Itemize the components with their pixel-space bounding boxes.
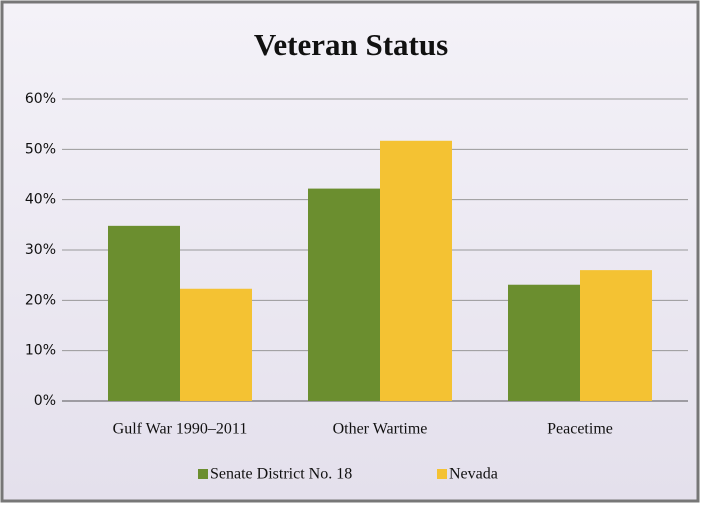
bar: [580, 270, 652, 401]
y-tick-label: 20%: [25, 292, 56, 308]
legend-label: Nevada: [449, 466, 498, 483]
bar: [508, 284, 580, 401]
y-tick-label: 40%: [25, 192, 56, 208]
bar: [308, 188, 380, 401]
x-tick-label: Peacetime: [547, 421, 613, 438]
y-tick-label: 0%: [34, 393, 56, 409]
bar: [108, 225, 180, 401]
legend-swatch: [437, 469, 447, 479]
x-tick-label: Gulf War 1990–2011: [113, 421, 248, 438]
y-tick-label: 60%: [25, 91, 56, 107]
legend-label: Senate District No. 18: [210, 466, 352, 483]
x-tick-label: Other Wartime: [333, 421, 428, 438]
bar: [180, 288, 252, 401]
bar: [380, 140, 452, 401]
y-tick-label: 30%: [25, 242, 56, 258]
legend-swatch: [198, 469, 208, 479]
chart-title: Veteran Status: [254, 27, 448, 62]
y-tick-label: 10%: [25, 343, 56, 359]
y-tick-label: 50%: [25, 141, 56, 157]
